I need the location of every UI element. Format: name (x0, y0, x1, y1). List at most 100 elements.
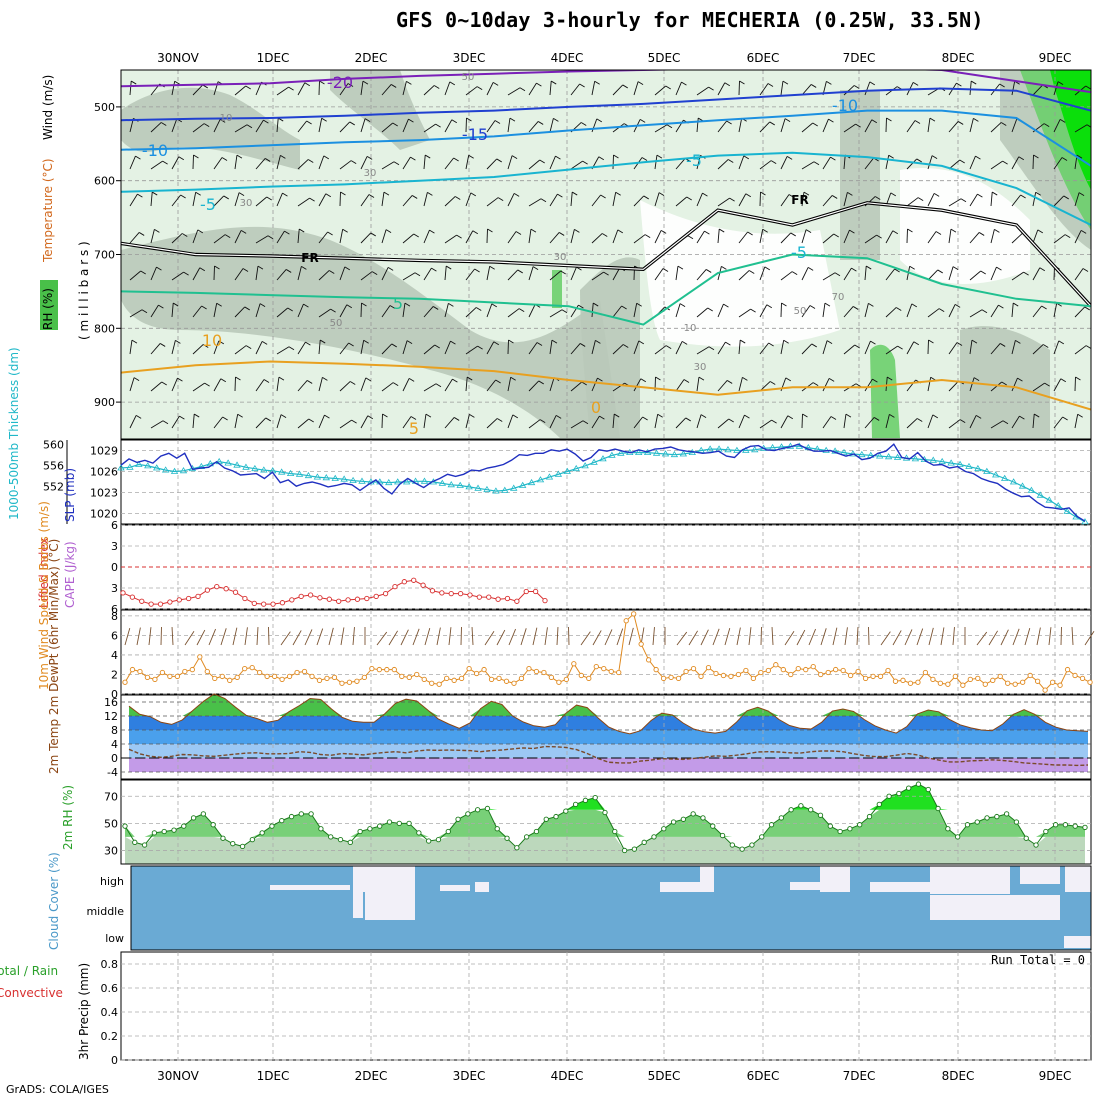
wind-barb-flag (537, 121, 544, 125)
wind-barb-flag (1033, 413, 1040, 418)
pressure-tick-label: 500 (94, 101, 115, 114)
wind10-barb (628, 627, 634, 646)
wind-barb-flag (1085, 345, 1091, 349)
temp-axis-title: 2m Temp 2m DewPt (6hr Min/Max) (°C) (47, 539, 61, 774)
wind-barb-flag (828, 378, 835, 382)
rh2m-series-point (563, 808, 569, 814)
wind-barb (528, 198, 542, 207)
wind10-series-point (638, 641, 644, 647)
wind-barb-flag (517, 269, 523, 274)
wind10-series-point (481, 666, 487, 673)
wind-barb (192, 123, 205, 133)
wind-barb (696, 192, 703, 207)
wind-barb (255, 379, 265, 392)
wind-barb (402, 340, 408, 355)
wind-barb-flag (246, 124, 253, 129)
wind-barb (570, 343, 581, 355)
wind-barb-flag (971, 339, 978, 344)
wind-barb (276, 307, 289, 318)
top-date-label: 30NOV (157, 51, 199, 65)
wind-barb-flag (366, 156, 373, 160)
credit-text: GrADS: COLA/IGES (6, 1083, 109, 1096)
wind-barb-flag (956, 82, 962, 87)
wind-barb-flag (238, 192, 245, 196)
rh2m-series-point (220, 835, 226, 841)
wind-barb-flag (1077, 413, 1083, 418)
wind-barb-flag (767, 83, 774, 87)
wind-barb-flag (327, 231, 333, 236)
bottom-date-label: 30NOV (157, 1069, 199, 1083)
wind-barb (549, 377, 555, 392)
wind-barb (801, 161, 815, 170)
wind-barb-flag (916, 158, 922, 163)
wind10-series-point (750, 675, 757, 682)
wind-barb-flag (435, 383, 442, 388)
isotherm-label: 50 (330, 318, 343, 329)
wind-barb-flag (435, 123, 441, 128)
wind-barb-flag (873, 417, 880, 421)
lifted-index-series-point (354, 596, 361, 602)
rh2m-series-point (1023, 835, 1029, 841)
wind-barb (360, 118, 366, 133)
wind10-series-point (952, 673, 958, 680)
wind-barb (1053, 81, 1059, 96)
wind10-series-point (197, 654, 203, 660)
lifted-index-series (122, 579, 546, 605)
wind-barb (297, 229, 300, 244)
wind-barb (276, 346, 290, 355)
wind10-series-point (780, 666, 786, 673)
wind10-barb (892, 630, 902, 646)
isotherm-label: 5 (393, 294, 403, 313)
wind10-series-point (414, 671, 420, 678)
wind-barb (990, 381, 1003, 392)
wind-barb (885, 377, 888, 392)
wind-barb-flag (130, 80, 137, 85)
wind-barb-flag (1018, 156, 1025, 161)
wind-barb (885, 414, 890, 429)
wind-barb-flag (723, 303, 729, 308)
wind-barb-flag (726, 120, 732, 125)
wind-barb-flag (1002, 160, 1008, 165)
wind-barb-flag (180, 194, 186, 199)
rh2m-series-point (778, 815, 784, 821)
wind-barb (927, 269, 939, 281)
wind10-series-point (855, 668, 861, 675)
wind-barb-flag (597, 377, 603, 382)
wind-barb (822, 378, 830, 392)
wind-barb-flag (642, 416, 648, 421)
wind-barb (444, 340, 451, 355)
wind-barb-flag (287, 307, 293, 312)
wind-barb-flag (602, 233, 608, 237)
wind-barb-flag (456, 234, 462, 239)
wind-barb (990, 122, 1002, 133)
lifted-index-series-point (476, 594, 483, 600)
wind-barb (528, 82, 537, 96)
wind10-series-point (242, 665, 248, 672)
chart-title: GFS 0~10day 3-hourly for MECHERIA (0.25W… (396, 8, 984, 32)
wind-barb-flag (362, 80, 369, 85)
rh2m-series-point (768, 822, 775, 828)
wind-barb-flag (679, 303, 686, 307)
wind-barb-flag (245, 345, 252, 349)
isotherm-label: -10 (832, 96, 858, 115)
wind-barb (738, 308, 751, 318)
wind-barb-flag (655, 376, 661, 381)
rh2m-series-point (661, 826, 667, 832)
wind-barb (423, 306, 434, 318)
isotherm-label: 10 (220, 113, 233, 124)
rh2m-series-point (739, 846, 745, 852)
wind10-series-point (690, 665, 697, 672)
wind-barb (255, 341, 263, 355)
wind-barb (717, 380, 728, 392)
wind10-barb (148, 627, 152, 646)
wind-barb (1032, 267, 1041, 281)
wind-barb (213, 157, 223, 170)
wind-barb-flag (870, 340, 876, 345)
wind10-series-point (653, 666, 659, 673)
wind-barb-flag (636, 302, 642, 307)
wind-barb (402, 156, 411, 170)
wind-barb-flag (581, 381, 587, 386)
wind-barb-flag (622, 84, 628, 89)
thickness-series-point (286, 469, 295, 476)
wind10-barb (1000, 629, 1009, 646)
